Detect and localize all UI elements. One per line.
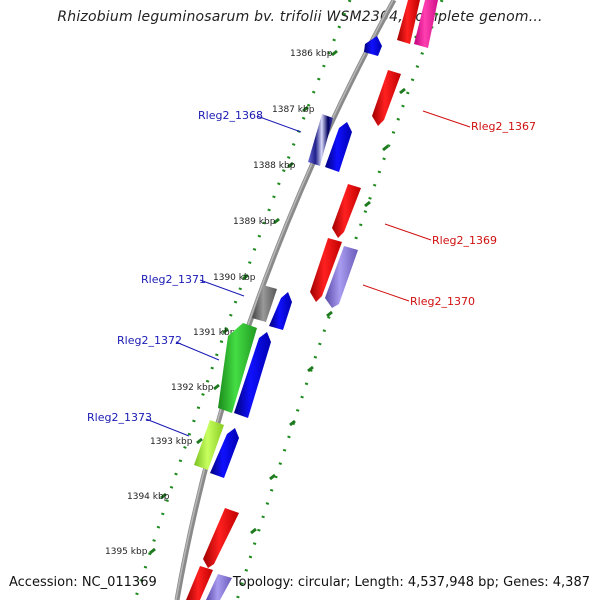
kbp-label-1395: 1395 kbp: [105, 547, 148, 557]
label-rleg2-1372[interactable]: Rleg2_1372: [117, 334, 182, 347]
leader-rleg2-1368: [256, 115, 302, 133]
kbp-label-1393: 1393 kbp: [150, 437, 193, 447]
gene-rleg2-1370-red[interactable]: [310, 238, 342, 302]
gene-rleg2-1373[interactable]: [194, 420, 224, 470]
leader-rleg2-1367: [422, 110, 471, 128]
kbp-label-1394: 1394 kbp: [127, 492, 170, 502]
gene-rleg2-1370[interactable]: [325, 246, 358, 308]
gene-top-pink[interactable]: [414, 0, 438, 48]
leader-rleg2-1371: [199, 279, 245, 297]
gene-rleg2-1367[interactable]: [372, 70, 401, 126]
gene-top-red[interactable]: [397, 0, 420, 44]
label-rleg2-1369[interactable]: Rleg2_1369: [432, 234, 497, 247]
label-rleg2-1371[interactable]: Rleg2_1371: [141, 273, 206, 286]
gene-top-blue[interactable]: [364, 36, 382, 56]
kbp-label-1386: 1386 kbp: [290, 49, 333, 59]
kbp-label-1390: 1390 kbp: [213, 273, 256, 283]
kbp-label-1391: 1391 kbp: [193, 328, 236, 338]
gene-rleg2-1372[interactable]: [218, 323, 257, 413]
gene-bottom-lavender[interactable]: [206, 574, 232, 600]
genome-backbone: [174, 0, 397, 600]
gene-rleg2-1372-blue[interactable]: [234, 332, 271, 418]
gene-bottom-red-2[interactable]: [186, 566, 213, 600]
kbp-label-1392: 1392 kbp: [171, 383, 214, 393]
topology-label: Topology: circular; Length: 4,537,948 bp…: [232, 575, 590, 590]
leader-rleg2-1373: [145, 418, 190, 437]
kbp-label-1389: 1389 kbp: [233, 217, 276, 227]
leader-rleg2-1372: [175, 341, 220, 361]
leader-rleg2-1369: [384, 223, 432, 241]
kbp-label-1388: 1388 kbp: [253, 161, 296, 171]
gene-rleg2-1371[interactable]: [252, 285, 277, 322]
gene-rleg2-1369[interactable]: [332, 184, 361, 238]
leader-rleg2-1370: [362, 284, 410, 302]
gene-rleg2-1371-blue[interactable]: [269, 292, 292, 330]
label-rleg2-1367[interactable]: Rleg2_1367: [471, 120, 536, 133]
gene-rleg2-1368-blue[interactable]: [325, 122, 352, 172]
label-rleg2-1370[interactable]: Rleg2_1370: [410, 295, 475, 308]
gene-rleg2-1373-blue[interactable]: [210, 428, 239, 478]
gene-bottom-red-1[interactable]: [203, 508, 239, 568]
accession-label: Accession: NC_011369: [9, 575, 157, 590]
label-rleg2-1368[interactable]: Rleg2_1368: [198, 109, 263, 122]
gene-rleg2-1368[interactable]: [308, 114, 333, 166]
kbp-label-1387: 1387 kbp: [272, 105, 315, 115]
label-rleg2-1373[interactable]: Rleg2_1373: [87, 411, 152, 424]
